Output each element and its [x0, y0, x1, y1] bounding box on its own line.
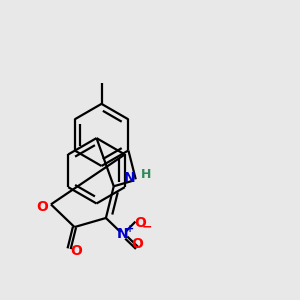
- Text: O: O: [70, 244, 83, 258]
- Text: O: O: [134, 216, 146, 230]
- Text: −: −: [141, 220, 152, 233]
- Text: N: N: [124, 171, 136, 185]
- Text: N: N: [117, 227, 129, 242]
- Text: O: O: [36, 200, 48, 214]
- Text: +: +: [125, 224, 134, 234]
- Text: O: O: [132, 237, 143, 251]
- Text: H: H: [141, 168, 151, 181]
